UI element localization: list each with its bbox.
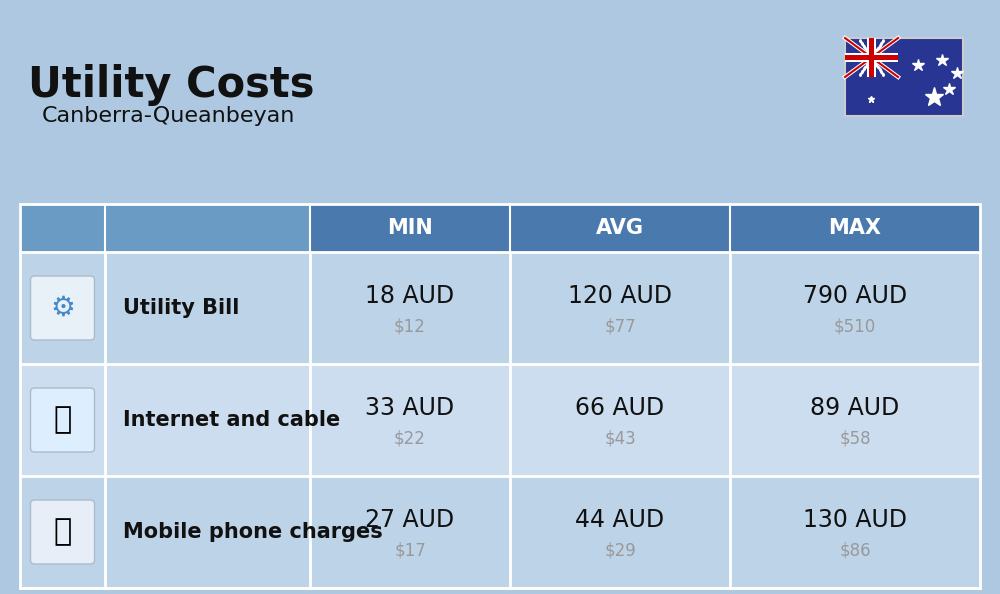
Bar bbox=[845, 38, 963, 116]
Text: 66 AUD: 66 AUD bbox=[575, 396, 665, 420]
Text: Canberra-Queanbeyan: Canberra-Queanbeyan bbox=[42, 106, 295, 126]
Text: $43: $43 bbox=[604, 429, 636, 447]
Text: 📱: 📱 bbox=[53, 517, 72, 546]
Text: Utility Costs: Utility Costs bbox=[28, 64, 314, 106]
Text: 18 AUD: 18 AUD bbox=[365, 284, 455, 308]
Text: $58: $58 bbox=[839, 429, 871, 447]
Text: $12: $12 bbox=[394, 317, 426, 335]
Text: $510: $510 bbox=[834, 317, 876, 335]
Bar bbox=[867, 38, 876, 77]
Text: Utility Bill: Utility Bill bbox=[123, 298, 239, 318]
Bar bbox=[20, 364, 980, 476]
Text: $22: $22 bbox=[394, 429, 426, 447]
Bar bbox=[105, 204, 310, 252]
Text: AVG: AVG bbox=[596, 218, 644, 238]
Text: 33 AUD: 33 AUD bbox=[365, 396, 455, 420]
Text: 44 AUD: 44 AUD bbox=[575, 508, 665, 532]
Text: ⚙: ⚙ bbox=[50, 294, 75, 322]
Text: Mobile phone charges: Mobile phone charges bbox=[123, 522, 383, 542]
Text: 27 AUD: 27 AUD bbox=[365, 508, 455, 532]
Text: $29: $29 bbox=[604, 541, 636, 559]
Bar bbox=[869, 38, 874, 77]
Bar bbox=[845, 53, 898, 62]
Text: MIN: MIN bbox=[387, 218, 433, 238]
FancyBboxPatch shape bbox=[30, 500, 94, 564]
FancyBboxPatch shape bbox=[30, 276, 94, 340]
Text: Internet and cable: Internet and cable bbox=[123, 410, 340, 430]
Bar bbox=[20, 476, 980, 588]
Bar bbox=[20, 204, 980, 252]
Text: $17: $17 bbox=[394, 541, 426, 559]
Text: MAX: MAX bbox=[828, 218, 882, 238]
Bar bbox=[20, 204, 105, 252]
Text: 130 AUD: 130 AUD bbox=[803, 508, 907, 532]
Text: 89 AUD: 89 AUD bbox=[810, 396, 900, 420]
Bar bbox=[20, 252, 980, 364]
Text: 790 AUD: 790 AUD bbox=[803, 284, 907, 308]
Text: 📶: 📶 bbox=[53, 406, 72, 434]
Bar bbox=[20, 204, 980, 588]
Text: $86: $86 bbox=[839, 541, 871, 559]
Bar bbox=[845, 55, 898, 60]
Text: $77: $77 bbox=[604, 317, 636, 335]
FancyBboxPatch shape bbox=[30, 388, 94, 452]
Text: 120 AUD: 120 AUD bbox=[568, 284, 672, 308]
